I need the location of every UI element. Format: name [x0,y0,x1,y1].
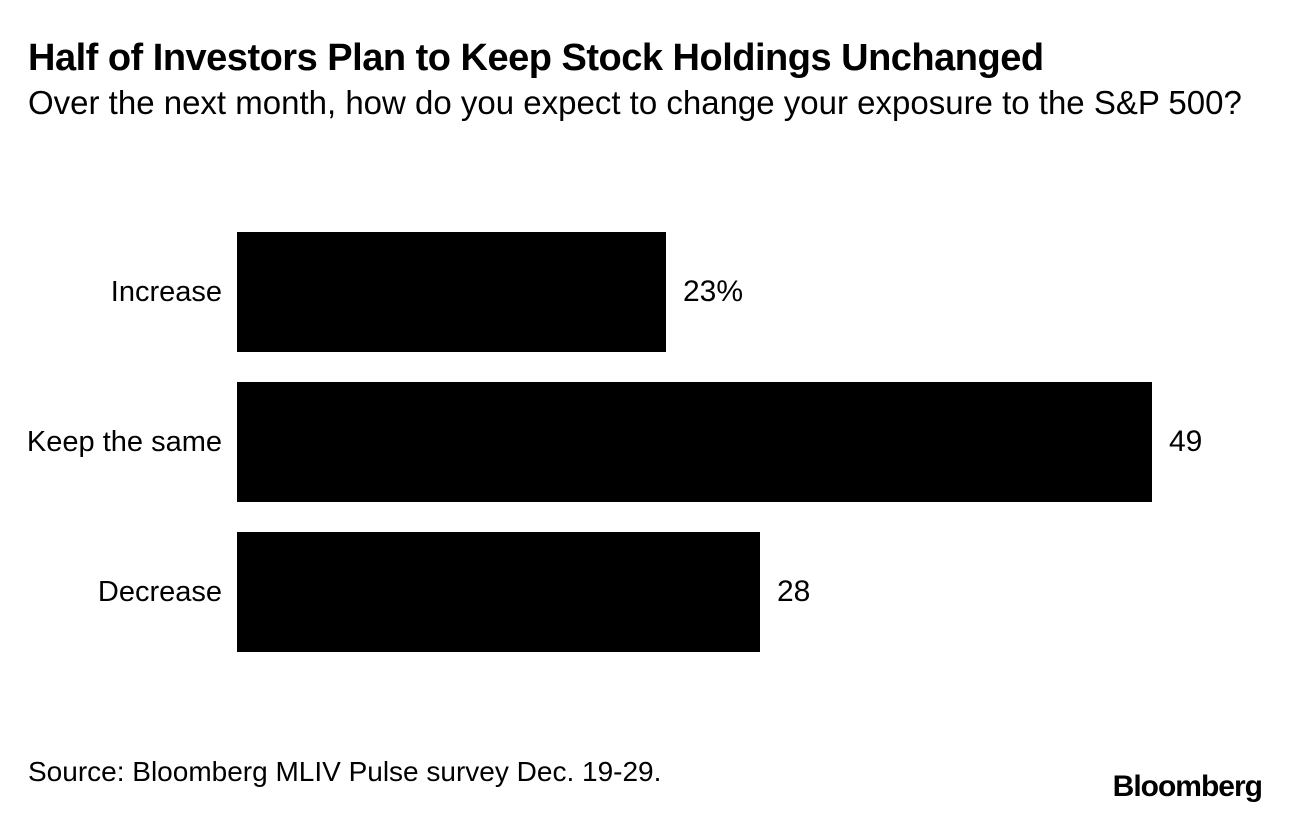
category-label-decrease: Decrease [97,575,222,608]
value-label-decrease: 28 [777,575,811,608]
value-label-keep-the-same: 49 [1169,425,1203,458]
category-label-increase: Increase [110,275,222,308]
bar-chart: Increase 23% Keep the same 49 Decrease 2… [0,232,1289,682]
chart-row-keep-the-same: Keep the same 49 [0,382,1289,502]
chart-header: Half of Investors Plan to Keep Stock Hol… [28,36,1261,124]
category-label-keep-the-same: Keep the same [26,425,222,458]
bar-decrease [237,532,760,652]
source-note: Source: Bloomberg MLIV Pulse survey Dec.… [28,756,662,787]
bloomberg-logo: Bloomberg [1112,770,1263,803]
chart-row-increase: Increase 23% [0,232,1289,352]
page-subtitle: Over the next month, how do you expect t… [28,83,1242,121]
value-label-increase: 23% [683,275,744,308]
bar-increase [237,232,666,352]
chart-row-decrease: Decrease 28 [0,532,1289,652]
bar-keep-the-same [237,382,1152,502]
page-title: Half of Investors Plan to Keep Stock Hol… [28,37,1044,79]
